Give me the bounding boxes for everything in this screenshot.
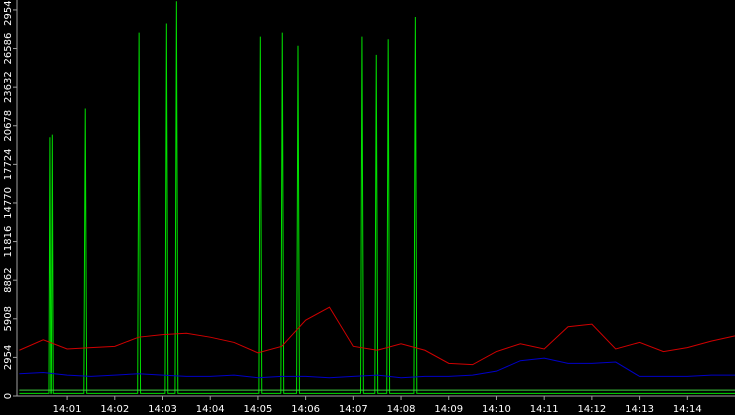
x-tick-label: 14:02 (100, 404, 129, 415)
series-line (19, 1, 735, 394)
y-tick-label: 8862 (3, 267, 14, 292)
y-tick-label: 5908 (3, 306, 14, 331)
x-tick-label: 14:05 (244, 404, 273, 415)
y-tick-label: 17724 (3, 148, 14, 180)
x-tick-label: 14:06 (291, 404, 320, 415)
x-tick-label: 14:09 (434, 404, 463, 415)
y-tick-label: 14770 (3, 187, 14, 219)
y-tick-label: 23632 (3, 71, 14, 103)
x-tick-label: 14:14 (673, 404, 702, 415)
x-tick-label: 14:10 (482, 404, 511, 415)
series-line (19, 357, 735, 379)
x-tick-label: 14:12 (577, 404, 606, 415)
x-tick-label: 14:13 (625, 404, 654, 415)
x-tick-label: 14:03 (148, 404, 177, 415)
x-tick-label: 14:01 (53, 404, 82, 415)
y-tick-label: 11816 (3, 226, 14, 258)
y-tick-label: 0 (3, 393, 14, 399)
y-tick-label: 29540 (3, 0, 14, 26)
series-line (19, 306, 735, 366)
y-tick-label: 26586 (3, 33, 14, 65)
y-tick-label: 2954 (3, 345, 14, 370)
x-tick-label: 14:11 (530, 404, 559, 415)
x-tick-label: 14:04 (196, 404, 225, 415)
x-tick-label: 14:08 (387, 404, 416, 415)
x-tick-label: 14:07 (339, 404, 368, 415)
y-tick-label: 20678 (3, 110, 14, 142)
plot-area (19, 1, 735, 394)
